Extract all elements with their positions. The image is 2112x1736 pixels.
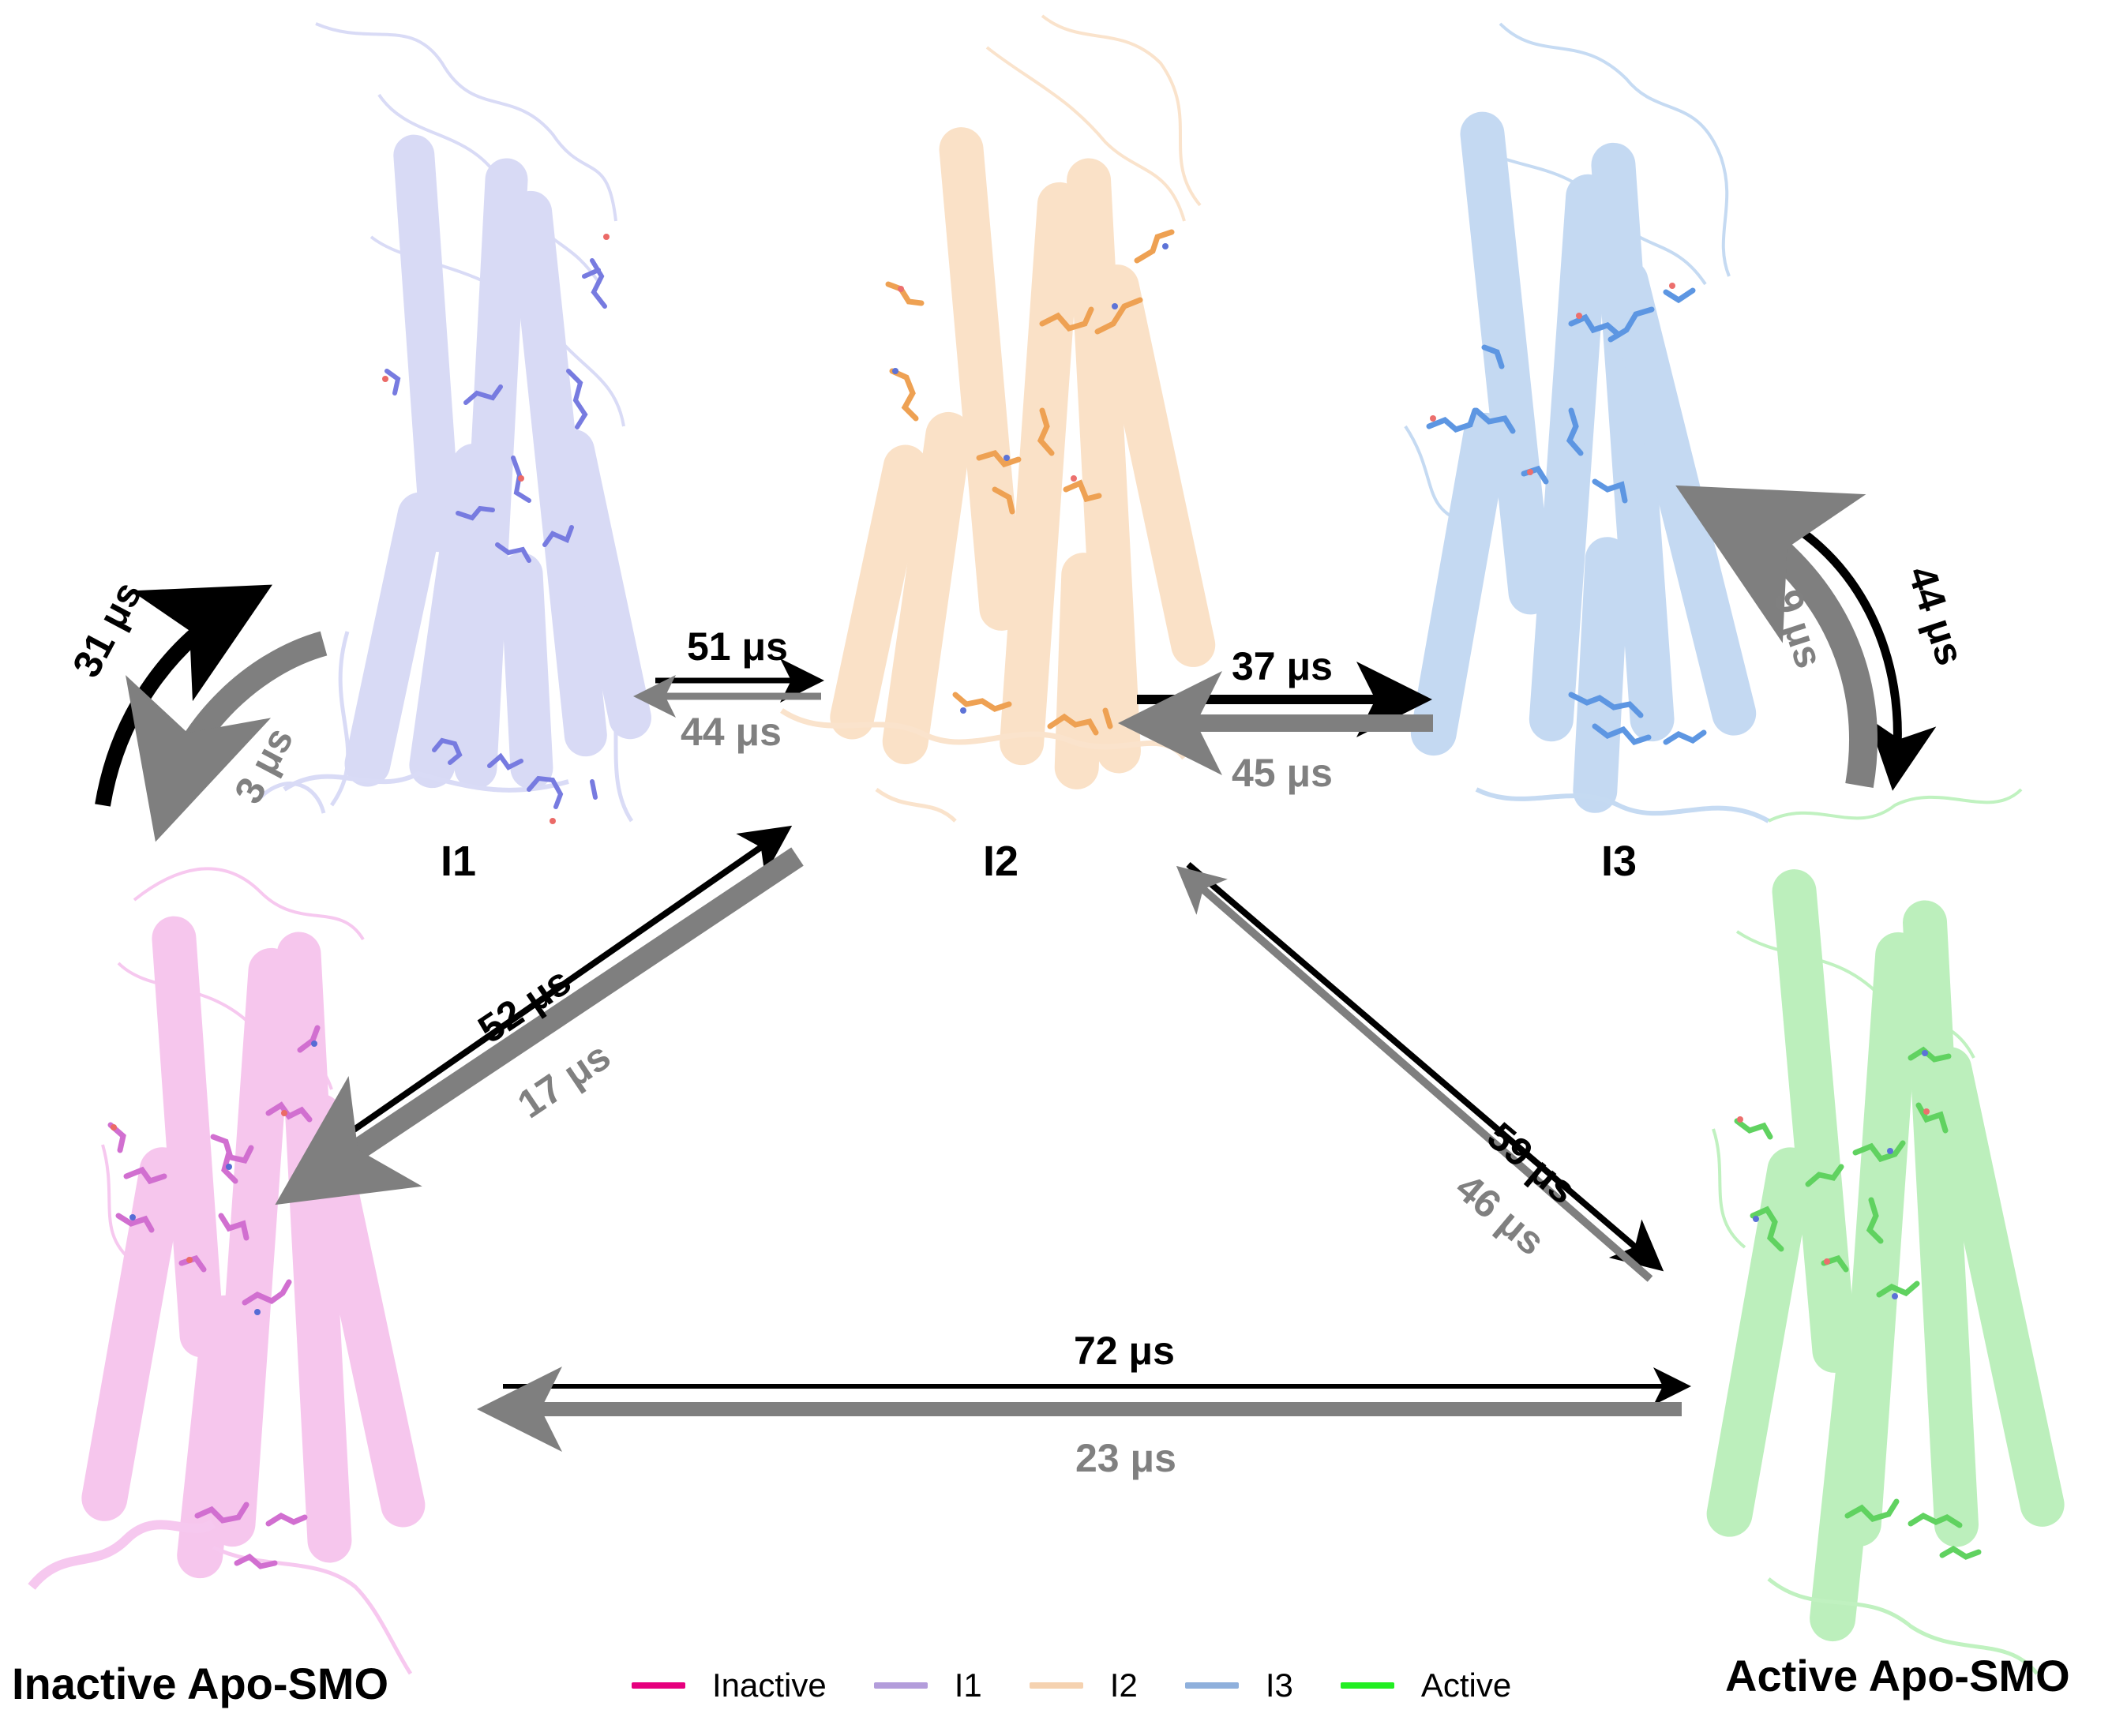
legend-swatch-active (1340, 1682, 1394, 1689)
arrow-active-to-i3 (1675, 485, 1878, 789)
legend-item-i2: I2 (1029, 1667, 1138, 1704)
rate-i3-to-i2: 45 μs (1232, 751, 1333, 795)
legend: Inactive I1 I2 I3 Active (632, 1658, 1559, 1713)
legend-label-i3: I3 (1265, 1667, 1293, 1704)
arrow-active-to-i2 (1176, 865, 1653, 1282)
legend-label-i2: I2 (1109, 1667, 1138, 1704)
legend-item-inactive: Inactive (632, 1667, 827, 1704)
rate-i1-to-i2: 51 μs (687, 624, 788, 669)
legend-label-i1: I1 (954, 1667, 982, 1704)
rate-active-to-inactive: 23 μs (1075, 1436, 1176, 1480)
legend-swatch-i1 (873, 1682, 928, 1689)
legend-item-i3: I3 (1184, 1667, 1293, 1704)
protein-structure-i3 (1404, 22, 1770, 823)
protein-structure-inactive (28, 867, 426, 1675)
legend-swatch-i3 (1184, 1682, 1239, 1689)
rate-i2-to-i3: 37 μs (1232, 644, 1333, 688)
protein-structure-i2 (780, 14, 1216, 823)
arrow-i2-to-active (1186, 861, 1664, 1272)
rate-inactive-to-active: 72 μs (1074, 1329, 1175, 1373)
legend-swatch-inactive (632, 1682, 685, 1689)
legend-label-active: Active (1420, 1667, 1512, 1704)
legend-label-inactive: Inactive (712, 1667, 827, 1704)
legend-swatch-i2 (1029, 1682, 1083, 1689)
arrow-i2-to-inactive (275, 847, 804, 1205)
state-label-inactive: Inactive Apo-SMO (12, 1659, 389, 1708)
rate-i2-to-i1: 44 μs (681, 710, 782, 754)
protein-structure-i1 (259, 22, 651, 824)
legend-item-active: Active (1340, 1667, 1512, 1704)
legend-item-i1: I1 (873, 1667, 982, 1704)
state-label-i1: I1 (441, 838, 477, 885)
state-label-i2: I2 (983, 838, 1019, 885)
state-label-i3: I3 (1601, 838, 1637, 885)
protein-structure-active (1706, 788, 2065, 1675)
state-label-active: Active Apo-SMO (1725, 1651, 2070, 1700)
arrow-i1-to-inactive (126, 631, 328, 842)
